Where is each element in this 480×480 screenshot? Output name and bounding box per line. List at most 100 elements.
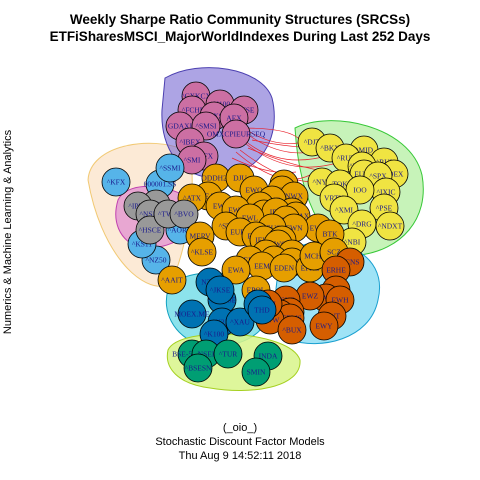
node-label: ^JKSE: [210, 286, 231, 295]
node: ^TUR: [213, 339, 243, 369]
node-circle: [177, 299, 207, 329]
node-label: GDAXI: [168, 122, 193, 131]
node-label: EUFN: [230, 228, 250, 237]
node-label: IOO: [353, 186, 367, 195]
node-circle: [157, 265, 187, 295]
node-label: ^KFX: [107, 178, 126, 187]
node-circle: [277, 315, 307, 345]
node-label: ^RUT: [337, 154, 356, 163]
node-label: EWN: [285, 224, 303, 233]
node-label: ERHE: [326, 266, 346, 275]
node-circle: [375, 211, 405, 241]
node-label: ^AAIT: [161, 276, 183, 285]
node-label: ^STI: [219, 222, 234, 231]
node-label: ^HSCE: [139, 226, 162, 235]
node-label: ^RUI: [376, 158, 393, 167]
node-label: MOEX.ME: [174, 310, 210, 319]
footer-line1: (_oio_): [222, 422, 258, 434]
node-label: ^KS11: [132, 240, 153, 249]
node-label: ^BKX: [320, 144, 340, 153]
node-circle: [221, 255, 251, 285]
node-label: EWY: [315, 322, 333, 331]
node-label: ^SSMI: [159, 164, 181, 173]
node-circle: [187, 237, 217, 267]
node-label: EWO: [269, 240, 287, 249]
node-label: ^XMI: [335, 206, 354, 215]
footer-line3: Thu Aug 9 14:52:11 2018: [178, 450, 302, 462]
footer-line2: Stochastic Discount Factor Models: [155, 436, 325, 448]
node: EWZ: [295, 281, 325, 311]
edge: [245, 143, 341, 168]
node-label: BTK: [323, 230, 339, 239]
node-label: ^SMSI: [195, 122, 217, 131]
node-label: EWZ: [302, 292, 319, 301]
node: ^KLSE: [187, 237, 217, 267]
node-circle: [213, 339, 243, 369]
node-label: ^TUR: [219, 350, 238, 359]
node-label: ^DRG: [352, 220, 372, 229]
node-label: NWX: [285, 192, 303, 201]
node: EWY: [309, 311, 339, 341]
node: THD: [247, 295, 277, 325]
node-label: THD: [254, 306, 270, 315]
node: IOO: [345, 175, 375, 205]
node-label: ^ATX: [183, 194, 202, 203]
node: ^XAU: [225, 307, 255, 337]
node-label: ^K100: [204, 330, 224, 339]
node: ^BVO: [169, 199, 199, 229]
node-circle: [345, 175, 375, 205]
node-circle: [221, 119, 251, 149]
node-label: OMXCPIEURSEQ: [207, 130, 266, 139]
node-label: EWP: [228, 206, 244, 215]
node-label: ^MID: [355, 146, 374, 155]
node-circle: [205, 275, 235, 305]
node-label: ^NBI: [344, 238, 361, 247]
node-circle: [309, 311, 339, 341]
node-label: ^AORD: [168, 226, 193, 235]
node-label: NSEI: [198, 350, 215, 359]
node: ^BUX: [277, 315, 307, 345]
node: EWA: [221, 255, 251, 285]
node-label: TOK: [332, 180, 348, 189]
node-label: ^NYA: [313, 178, 333, 187]
node-label: ^NSKI: [139, 210, 161, 219]
node-layer: ^CXKCX^N100^FCHI^FTSE^OMXS30AEXGDAXI^SMS…: [101, 81, 409, 387]
node-label: ^IXIC: [377, 188, 396, 197]
chart-title-line1: Weekly Sharpe Ratio Community Structures…: [69, 12, 411, 27]
node-circle: [247, 295, 277, 325]
node-label: EEM: [254, 262, 270, 271]
node-circle: [241, 357, 271, 387]
node-label: EWQ: [245, 186, 263, 195]
node-label: 000001.SS: [144, 180, 177, 189]
node-label: ^CXKCX: [181, 92, 211, 101]
node-label: DJU: [233, 174, 247, 183]
node: MOEX.ME: [174, 299, 210, 329]
node-label: EWI: [213, 202, 228, 211]
node-circle: [101, 167, 131, 197]
node: ^SSMI: [155, 153, 185, 183]
node-label: ^NZ50: [145, 256, 166, 265]
node-circle: [183, 353, 213, 383]
node-label: ^OEX: [385, 170, 405, 179]
edge: [241, 127, 301, 141]
node-label: ^KLSE: [191, 248, 214, 257]
node-label: AEX: [226, 114, 242, 123]
node-label: ^PSE: [376, 204, 393, 213]
node-label: VRTH: [324, 194, 345, 203]
node-circle: [155, 153, 185, 183]
node-label: EDEN: [274, 264, 295, 273]
node: SMIN: [241, 357, 271, 387]
node: OMXCPIEURSEQ: [207, 119, 266, 149]
node-label: EWH: [331, 296, 349, 305]
node: ^KFX: [101, 167, 131, 197]
node-circle: [225, 307, 255, 337]
node-label: ^BUX: [282, 326, 302, 335]
node-label: ^TWII: [158, 210, 179, 219]
node-label: ^XAU: [230, 318, 250, 327]
node-label: ^DJT: [304, 138, 321, 147]
node-label: ^SMI: [184, 156, 201, 165]
node-label: ECNS: [340, 258, 359, 267]
node-label: EWL: [242, 214, 259, 223]
node-label: ODDH25: [201, 174, 230, 183]
node-label: ^IBEX: [179, 138, 201, 147]
